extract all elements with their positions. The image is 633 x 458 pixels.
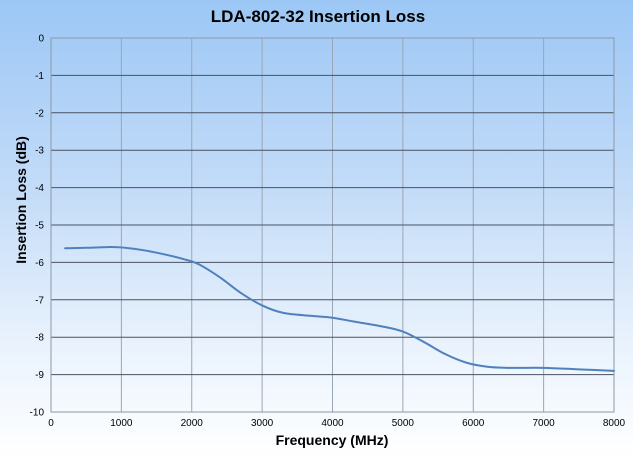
- y-axis-title: Insertion Loss (dB): [13, 136, 29, 264]
- y-tick-label: 0: [38, 34, 44, 45]
- y-tick-label: -6: [35, 258, 44, 269]
- grid-lines: [50, 37, 615, 413]
- x-axis-title: Frequency (MHz): [276, 432, 389, 448]
- x-tick-label: 4000: [321, 418, 344, 429]
- x-tick-label: 1000: [110, 418, 133, 429]
- y-tick-label: -10: [30, 408, 45, 419]
- x-tick-label: 5000: [392, 418, 415, 429]
- x-tick-label: 8000: [603, 418, 626, 429]
- plot-area-frame: [50, 37, 615, 413]
- y-axis-ticks: 0 -1 -2 -3 -4 -5 -6 -7 -8 -9 -10: [30, 34, 45, 419]
- x-tick-label: 7000: [533, 418, 556, 429]
- x-tick-label: 0: [48, 418, 54, 429]
- y-tick-label: -7: [35, 295, 44, 306]
- y-tick-label: -8: [35, 333, 44, 344]
- y-tick-label: -2: [35, 108, 44, 119]
- x-tick-label: 3000: [251, 418, 274, 429]
- chart-title: LDA-802-32 Insertion Loss: [211, 7, 425, 26]
- y-tick-label: -5: [35, 221, 44, 232]
- x-tick-label: 2000: [181, 418, 204, 429]
- y-tick-label: -3: [35, 146, 44, 157]
- insertion-loss-line: [64, 246, 615, 372]
- x-tick-label: 6000: [462, 418, 485, 429]
- x-axis-ticks: 0 1000 2000 3000 4000 5000 6000 7000 8000: [48, 418, 625, 429]
- y-tick-label: -4: [35, 183, 44, 194]
- y-tick-label: -9: [35, 370, 44, 381]
- y-tick-label: -1: [35, 71, 44, 82]
